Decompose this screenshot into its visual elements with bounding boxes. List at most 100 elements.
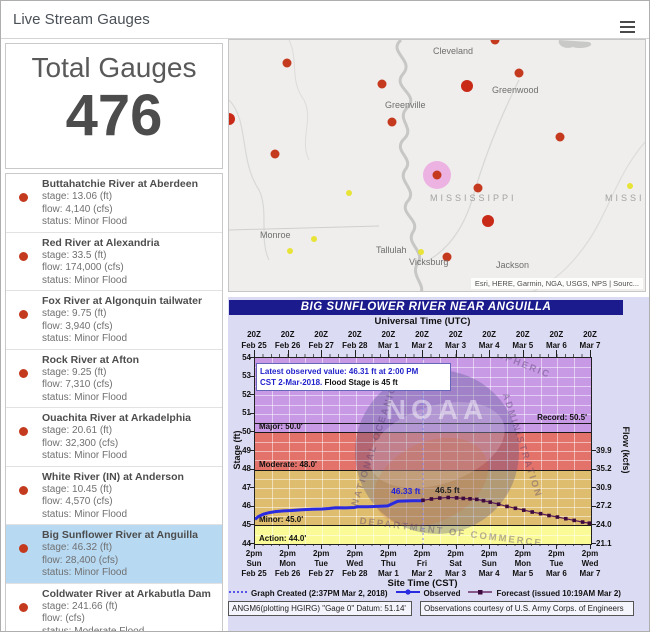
gauge-map-marker[interactable] — [555, 132, 565, 142]
gauge-list-item[interactable]: Red River at Alexandria stage: 33.5 (ft) f… — [6, 232, 222, 291]
utc-date-label: Feb 28 — [342, 341, 368, 350]
utc-hour-label: 20Z — [280, 330, 295, 339]
legend-item: Forecast (issued 10:19AM Mar 2) — [467, 588, 621, 598]
gauge-map-marker[interactable] — [282, 58, 292, 68]
map-attribution: Esri, HERE, Garmin, NGA, USGS, NPS | Sou… — [470, 278, 643, 289]
gauge-list-item[interactable]: White River (IN) at Anderson stage: 10.45… — [6, 466, 222, 525]
gauge-map-marker[interactable] — [442, 252, 452, 262]
gauge-list-item[interactable]: Fox River at Algonquin tailwater stage: 9… — [6, 291, 222, 350]
utc-hour-label: 20Z — [448, 330, 463, 339]
gauge-map-marker[interactable] — [514, 68, 524, 78]
cst-day-label: Thu — [381, 559, 396, 568]
utc-date-label: Mar 6 — [545, 341, 567, 350]
map-panel[interactable]: Cleveland Greenville Greenwood Monroe Tallul… — [228, 39, 646, 292]
axis-tick — [354, 544, 356, 549]
gauge-map-marker[interactable] — [377, 79, 387, 89]
axis-tick — [250, 505, 254, 507]
gauge-map-marker[interactable] — [287, 248, 293, 254]
grid-line — [406, 358, 408, 544]
axis-tick — [592, 450, 596, 451]
gauge-map-marker[interactable] — [482, 215, 494, 227]
flood-line — [255, 432, 591, 434]
gauge-flow: flow: 174,000 (cfs) — [42, 262, 124, 273]
cst-date-label: Feb 26 — [274, 569, 301, 578]
gauge-name: Ouachita River at Arkadelphia — [42, 412, 191, 424]
gauge-map-marker[interactable] — [387, 117, 397, 127]
gauge-status: status: Minor Flood — [42, 274, 128, 286]
axis-tick — [592, 505, 596, 507]
top-axis-title: Universal Time (UTC) — [374, 316, 471, 327]
grid-line — [456, 358, 458, 544]
selected-gauge-marker[interactable] — [432, 170, 442, 180]
utc-hour-label: 20Z — [583, 330, 597, 339]
gauge-flow: flow: 32,300 (cfs) — [42, 437, 119, 449]
gauge-map-marker[interactable] — [270, 149, 280, 159]
page-title: Live Stream Gauges — [13, 11, 150, 28]
gauge-map-marker[interactable] — [490, 40, 500, 45]
gauge-list-item[interactable]: Ouachita River at Arkadelphia stage: 20.6… — [6, 408, 222, 467]
latest-observed-line1: Latest observed value: 46.31 ft at 2:00 … — [260, 367, 419, 376]
gauge-map-marker[interactable] — [461, 80, 473, 92]
utc-date-label: Mar 1 — [377, 341, 399, 350]
axis-tick — [422, 350, 423, 357]
utc-hour-label: 20Z — [415, 330, 429, 339]
series-value-label: 46.33 ft — [391, 486, 421, 497]
gauge-map-marker[interactable] — [627, 183, 633, 189]
utc-hour-label: 20Z — [515, 330, 530, 339]
grid-line — [322, 358, 324, 544]
stage-tick-label: 49 — [242, 445, 251, 455]
gauge-stage: stage: 20.61 (ft) — [42, 425, 113, 436]
flow-tick-label: 24.0 — [596, 519, 612, 529]
utc-hour-label: 20Z — [482, 330, 497, 339]
cst-day-label: Wed — [581, 559, 599, 568]
stage-tick-label: 52 — [242, 389, 251, 399]
stage-tick-label: 50 — [242, 426, 251, 436]
cst-date-label: Mar 4 — [478, 569, 500, 578]
cst-time-label: 2pm — [380, 549, 397, 558]
flood-line-label: Minor: 45.0' — [259, 515, 304, 525]
stage-tick-label: 46 — [242, 501, 251, 511]
gauge-list-item[interactable]: Rock River at Afton stage: 9.25 (ft) flow:… — [6, 349, 222, 408]
axis-tick — [250, 543, 254, 544]
gauge-map-marker[interactable] — [346, 190, 352, 196]
latest-observed-date: CST 2-Mar-2018. — [260, 378, 325, 387]
utc-date-label: Mar 4 — [478, 341, 500, 350]
gauge-name: Coldwater River at Arkabutla Dam — [42, 587, 211, 600]
gauge-list-item[interactable]: Coldwater River at Arkabutla Dam stage: 2… — [6, 583, 222, 631]
axis-tick — [250, 375, 254, 377]
axis-tick — [556, 350, 558, 357]
gauge-flow: flow: 4,570 (cfs) — [42, 496, 113, 507]
legend-label: Forecast (issued 10:19AM Mar 2) — [496, 588, 621, 598]
axis-tick — [287, 544, 289, 549]
axis-tick — [590, 350, 591, 357]
menu-button[interactable] — [615, 9, 639, 33]
gauge-map-marker[interactable] — [229, 113, 235, 125]
gauge-stage: stage: 13.06 (ft) — [42, 191, 113, 202]
axis-tick — [287, 350, 289, 357]
map-city-label: MISSISS — [605, 193, 645, 203]
chart-title: BIG SUNFLOWER RIVER NEAR ANGUILLA — [229, 300, 623, 315]
gauge-map-marker[interactable] — [311, 236, 317, 242]
axis-tick — [250, 468, 254, 470]
cst-date-label: Feb 28 — [342, 569, 368, 578]
gauge-map-marker[interactable] — [418, 249, 424, 255]
axis-tick — [522, 544, 524, 549]
gauge-flow: flow: 4,140 (cfs) — [42, 203, 113, 215]
gauge-name: Red River at Alexandria — [42, 236, 160, 249]
gauge-map-marker[interactable] — [473, 183, 483, 193]
cst-date-label: Mar 3 — [445, 569, 467, 578]
grid-line — [557, 358, 559, 544]
gauge-list-item[interactable]: Big Sunflower River at Anguilla stage: 46… — [6, 525, 222, 584]
gauge-status: status: Minor Flood — [42, 216, 128, 227]
legend-label: Graph Created (2:37PM Mar 2, 2018) — [251, 588, 388, 598]
cst-time-label: 2pm — [346, 549, 364, 558]
map-stream-left — [288, 40, 310, 161]
cst-day-label: Sat — [449, 559, 462, 568]
cst-date-label: Mar 1 — [377, 569, 399, 578]
gauge-list-item[interactable]: Buttahatchie River at Aberdeen stage: 13.… — [6, 174, 222, 233]
gauge-stage: stage: 10.45 (ft) — [42, 483, 113, 495]
gauge-list: Buttahatchie River at Aberdeen stage: 13.… — [5, 173, 223, 631]
map-city-label: Vicksburg — [409, 257, 449, 267]
gauge-stage: stage: 241.66 (ft) — [42, 600, 118, 612]
